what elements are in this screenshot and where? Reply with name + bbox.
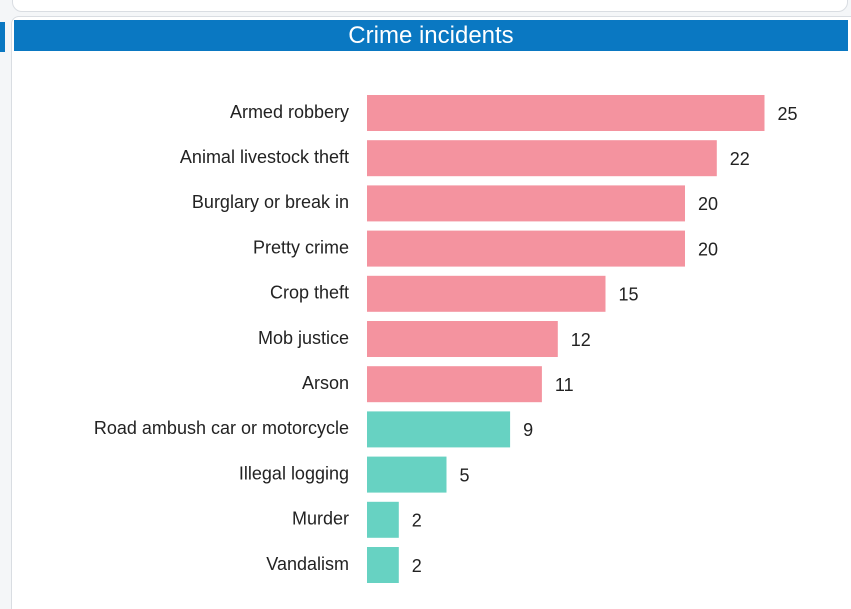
data-label: 22 <box>730 149 750 169</box>
bar[interactable] <box>367 501 399 538</box>
category-label: Murder <box>292 509 349 529</box>
data-label: 12 <box>571 330 591 350</box>
bar[interactable] <box>367 230 685 267</box>
data-label: 20 <box>698 194 718 214</box>
bar[interactable] <box>367 275 606 312</box>
category-label: Illegal logging <box>239 463 349 483</box>
bar[interactable] <box>367 366 542 403</box>
category-label: Crop theft <box>270 283 349 303</box>
bar[interactable] <box>367 185 685 222</box>
category-label: Pretty crime <box>253 237 349 257</box>
bar[interactable] <box>367 321 558 357</box>
category-label: Armed robbery <box>230 102 349 122</box>
bar[interactable] <box>367 456 447 493</box>
data-label: 25 <box>778 104 798 124</box>
data-label: 20 <box>698 239 718 259</box>
bar[interactable] <box>367 411 511 448</box>
category-label: Road ambush car or motorcycle <box>94 418 349 438</box>
category-label: Burglary or break in <box>192 192 349 212</box>
left-panel-accent <box>0 22 5 52</box>
category-label: Arson <box>302 373 349 393</box>
bar[interactable] <box>367 95 765 131</box>
data-label: 15 <box>619 285 639 305</box>
data-label: 5 <box>460 465 470 485</box>
panel-title: Crime incidents <box>348 22 514 49</box>
category-label: Vandalism <box>266 554 349 574</box>
category-label: Mob justice <box>258 328 349 348</box>
data-label: 11 <box>555 375 574 395</box>
data-label: 2 <box>412 511 422 531</box>
data-label: 9 <box>523 420 533 440</box>
category-label: Animal livestock theft <box>180 147 349 167</box>
bar[interactable] <box>367 547 399 583</box>
data-label: 2 <box>412 556 422 576</box>
panel-header: Crime incidents <box>14 20 848 51</box>
bar[interactable] <box>367 140 717 177</box>
